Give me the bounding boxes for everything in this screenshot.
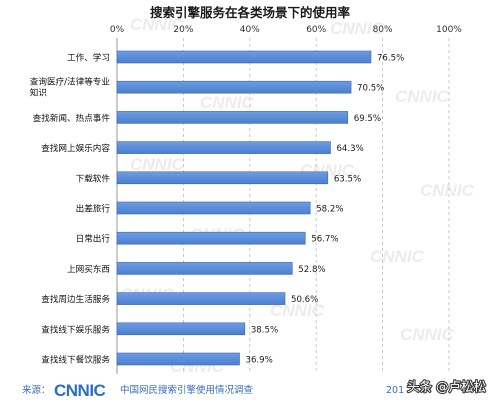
category-label-5: 出差旅行 xyxy=(76,203,111,215)
bar-7 xyxy=(116,262,293,275)
category-label-7: 上网买东西 xyxy=(67,263,110,275)
bar-5 xyxy=(116,201,311,215)
watermark-6: CNNIC xyxy=(420,181,475,200)
x-tick-label-4: 80% xyxy=(373,25,393,35)
bar-6 xyxy=(116,231,306,245)
x-tick-label-3: 60% xyxy=(306,25,326,35)
watermark-8: CNNIC xyxy=(370,247,425,266)
category-label-1: 查询医疗/法律等专业 xyxy=(30,76,111,88)
category-label-4: 下载软件 xyxy=(76,172,111,184)
category-label-6: 日常出行 xyxy=(76,233,111,245)
source-year-partial: 201 xyxy=(386,385,404,396)
watermark-2: CNNIC xyxy=(200,93,255,112)
watermark-layer: CNNIC CNNIC CNNIC CNNIC CNNIC CNNIC CNNIC CNNIC… xyxy=(120,15,475,376)
value-label-3: 64.3% xyxy=(336,144,363,154)
value-label-10: 36.9% xyxy=(246,356,273,366)
x-tick-label-5: 100% xyxy=(436,25,462,35)
chart-title: 搜索引擎服务在各类场景下的使用率 xyxy=(150,5,351,20)
watermark-4: CNNIC xyxy=(130,155,185,174)
source-text: 中国网民搜索引擎使用情况调查 xyxy=(120,384,254,396)
x-axis-ticks: 0% 20% 40% 60% 80% 100% xyxy=(110,25,462,35)
value-label-9: 38.5% xyxy=(251,325,278,335)
category-label-8: 查找周边生活服务 xyxy=(41,293,110,305)
category-label-0: 工作、学习 xyxy=(67,52,110,64)
category-label-9: 查找线下娱乐服务 xyxy=(41,323,110,335)
value-label-7: 52.8% xyxy=(298,265,325,275)
watermark-1: CNNIC xyxy=(330,19,385,38)
x-tick-label-2: 40% xyxy=(240,25,260,35)
x-tick-label-1: 20% xyxy=(173,25,193,35)
source-prefix: 来源： xyxy=(22,385,51,396)
bars xyxy=(116,50,372,366)
watermark-11: CNNIC xyxy=(400,325,455,344)
value-label-6: 56.7% xyxy=(311,235,338,245)
category-labels: 工作、学习查询医疗/法律等专业知识查找新闻、热点事件查找网上娱乐内容下载软件出差… xyxy=(30,52,111,366)
value-label-0: 76.5% xyxy=(377,54,404,64)
cnnic-logo: CNNIC xyxy=(54,381,106,400)
value-labels: 76.5% 70.5% 69.5% 64.3% 63.5% 58.2% 56.7% 52.8%… xyxy=(246,54,405,366)
value-label-5: 58.2% xyxy=(316,205,343,215)
watermark-10: CNNIC xyxy=(270,301,325,320)
bar-4 xyxy=(116,171,329,185)
bar-1 xyxy=(116,80,352,94)
category-label-2: 查找新闻、热点事件 xyxy=(33,112,111,124)
watermark-3: CNNIC xyxy=(395,87,450,106)
bar-10 xyxy=(116,352,240,366)
bar-2 xyxy=(116,111,349,124)
x-tick-label-0: 0% xyxy=(110,25,125,35)
value-label-2: 69.5% xyxy=(354,114,381,124)
watermark-0: CNNIC xyxy=(130,15,185,34)
source-footer: 来源： CNNIC 中国网民搜索引擎使用情况调查 201 xyxy=(22,381,404,400)
category-label-10: 查找线下餐饮服务 xyxy=(41,354,110,366)
bar-0 xyxy=(116,50,372,64)
value-label-4: 63.5% xyxy=(334,174,361,184)
bar-3 xyxy=(116,141,331,154)
category-label-1-line2: 知识 xyxy=(30,87,48,99)
value-label-1: 70.5% xyxy=(357,84,384,94)
bar-8 xyxy=(116,292,286,305)
value-label-8: 50.6% xyxy=(291,295,318,305)
category-label-3: 查找网上娱乐内容 xyxy=(41,142,110,154)
watermark-overlay-text: 头条 @卢松松 xyxy=(407,379,486,394)
bar-9 xyxy=(116,322,246,336)
